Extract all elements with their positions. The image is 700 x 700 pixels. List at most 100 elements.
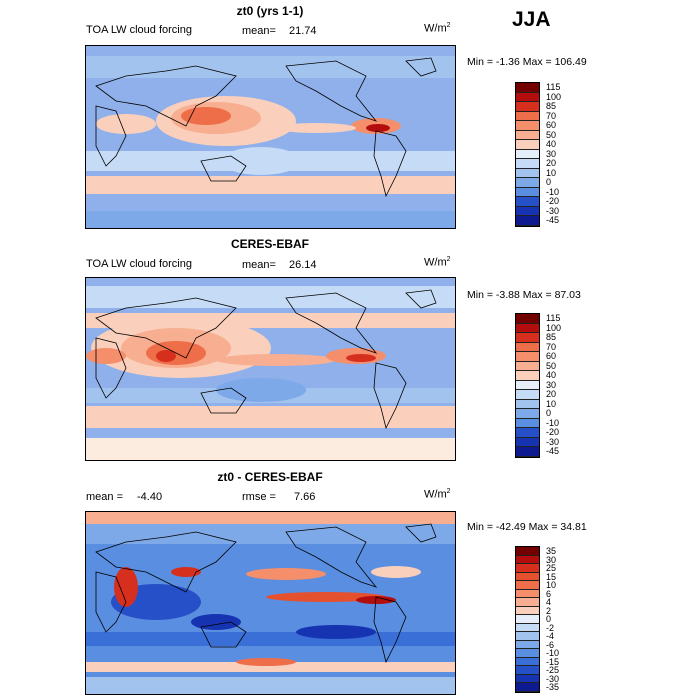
colorbar-tick-label: 70: [546, 341, 557, 352]
panel-2-min-max: Min = -3.88 Max = 87.03: [467, 289, 581, 301]
panel-3-min-max: Min = -42.49 Max = 34.81: [467, 521, 587, 533]
panel-2-units: W/m2: [424, 256, 451, 269]
colorbar-tick-label: -45: [546, 215, 560, 226]
coastlines: [95, 289, 437, 430]
coastlines: [95, 57, 437, 198]
colorbar-swatch: [516, 632, 539, 641]
colorbar-swatch: [516, 102, 539, 112]
bias-feature: [171, 567, 201, 577]
colorbar-tick-label: -20: [546, 196, 560, 207]
panel-1-field: [86, 46, 455, 228]
colorbar-swatch: [516, 361, 539, 372]
panel-1-colorbar: [515, 82, 540, 227]
panel-1-title: zt0 (yrs 1-1): [236, 4, 304, 18]
bias-feature: [296, 625, 376, 639]
panel-1-variable: TOA LW cloud forcing: [86, 24, 192, 36]
panel-2-map: [85, 277, 456, 461]
colorbar-tick-label: -10: [546, 417, 560, 428]
colorbar-tick-label: 40: [546, 139, 557, 150]
colorbar-swatch: [516, 674, 539, 684]
colorbar-swatch: [516, 409, 539, 419]
colorbar-tick-label: 115: [546, 313, 561, 323]
zonal-band: [86, 662, 455, 672]
colorbar-swatch: [516, 187, 539, 198]
colorbar-tick-label: 85: [546, 101, 557, 112]
cloud-feature: [221, 147, 301, 175]
bias-feature: [371, 566, 421, 578]
colorbar-swatch: [516, 121, 539, 131]
colorbar-swatch: [516, 92, 539, 103]
colorbar-swatch: [516, 399, 539, 410]
colorbar-swatch: [516, 342, 539, 353]
bias-feature: [114, 567, 138, 607]
zonal-band: [86, 56, 455, 78]
colorbar-swatch: [516, 447, 539, 457]
colorbar-swatch: [516, 314, 539, 324]
colorbar-tick-label: 2: [546, 605, 552, 616]
colorbar-tick-label: 0: [546, 408, 552, 419]
panel-3-rmse-value: 7.66: [294, 491, 316, 503]
colorbar-tick-label: 115: [546, 82, 561, 92]
colorbar-swatch: [516, 683, 539, 692]
colorbar-tick-label: 30: [546, 148, 557, 159]
zonal-band: [86, 406, 455, 428]
colorbar-tick-label: 50: [546, 129, 557, 140]
colorbar-tick-label: 0: [546, 177, 552, 188]
colorbar-swatch: [516, 598, 539, 607]
colorbar-swatch: [516, 159, 539, 169]
colorbar-swatch: [516, 547, 539, 556]
colorbar-tick-label: 10: [546, 580, 557, 591]
bias-feature: [236, 658, 296, 666]
zonal-band: [86, 524, 455, 544]
panel-3-field: [86, 512, 455, 694]
panel-3-colorbar-labels: 35 30 25 15 10 6 4 2 0 -2 -4 -6 -10 -15 -25 -30 -35: [546, 547, 559, 692]
colorbar-swatch: [516, 323, 539, 334]
colorbar-swatch: [516, 615, 539, 624]
panel-1-colorbar-labels: 115 100 85 70 60 50 40 30 20 10 0 -10 -20 -30 -45: [546, 82, 561, 226]
colorbar-swatch: [516, 640, 539, 650]
colorbar-tick-label: -4: [546, 631, 555, 642]
colorbar-swatch: [516, 206, 539, 217]
panel-2-variable: TOA LW cloud forcing: [86, 258, 192, 270]
colorbar-tick-label: -2: [546, 622, 555, 633]
colorbar-swatch: [516, 83, 539, 93]
colorbar-swatch: [516, 216, 539, 226]
colorbar-swatch: [516, 380, 539, 391]
panel-3-title: zt0 - CERES-EBAF: [217, 470, 323, 484]
panel-2-mean-label: mean=: [242, 259, 276, 271]
colorbar-tick-label: 20: [546, 158, 557, 169]
panel-1-mean-label: mean=: [242, 25, 276, 37]
cloud-feature: [346, 354, 376, 362]
bias-feature: [191, 614, 241, 630]
zonal-band: [86, 512, 455, 524]
colorbar-tick-label: 4: [546, 597, 552, 608]
colorbar-tick-label: 0: [546, 614, 552, 625]
colorbar-tick-label: 25: [546, 563, 557, 574]
bias-feature: [266, 592, 386, 602]
colorbar-swatch: [516, 352, 539, 362]
colorbar-tick-label: 35: [546, 546, 557, 556]
panel-3-mean-value: -4.40: [137, 491, 163, 503]
panel-2-colorbar-labels: 115 100 85 70 60 50 40 30 20 10 0 -10 -20 -30 -45: [546, 313, 562, 457]
colorbar-tick-label: -10: [546, 186, 560, 197]
zonal-band: [86, 632, 455, 646]
colorbar-swatch: [516, 437, 539, 448]
colorbar-swatch: [516, 111, 539, 122]
cloud-feature: [181, 107, 231, 125]
colorbar-swatch: [516, 428, 539, 438]
cloud-feature: [216, 378, 306, 402]
colorbar-tick-label: 30: [546, 379, 557, 390]
colorbar-tick-label: -15: [546, 656, 560, 667]
colorbar-swatch: [516, 418, 539, 429]
panel-3-mean-label: mean =: [86, 491, 123, 503]
colorbar-tick-label: -20: [546, 427, 560, 438]
colorbar-tick-label: -30: [546, 436, 560, 447]
colorbar-tick-label: -30: [546, 205, 560, 216]
colorbar-swatch: [516, 130, 539, 141]
zonal-band: [86, 286, 455, 308]
season-label: JJA: [512, 8, 551, 31]
colorbar-swatch: [516, 564, 539, 573]
colorbar-tick-label: 100: [546, 322, 562, 333]
colorbar-tick-label: 60: [546, 120, 557, 131]
colorbar-tick-label: 40: [546, 370, 557, 381]
